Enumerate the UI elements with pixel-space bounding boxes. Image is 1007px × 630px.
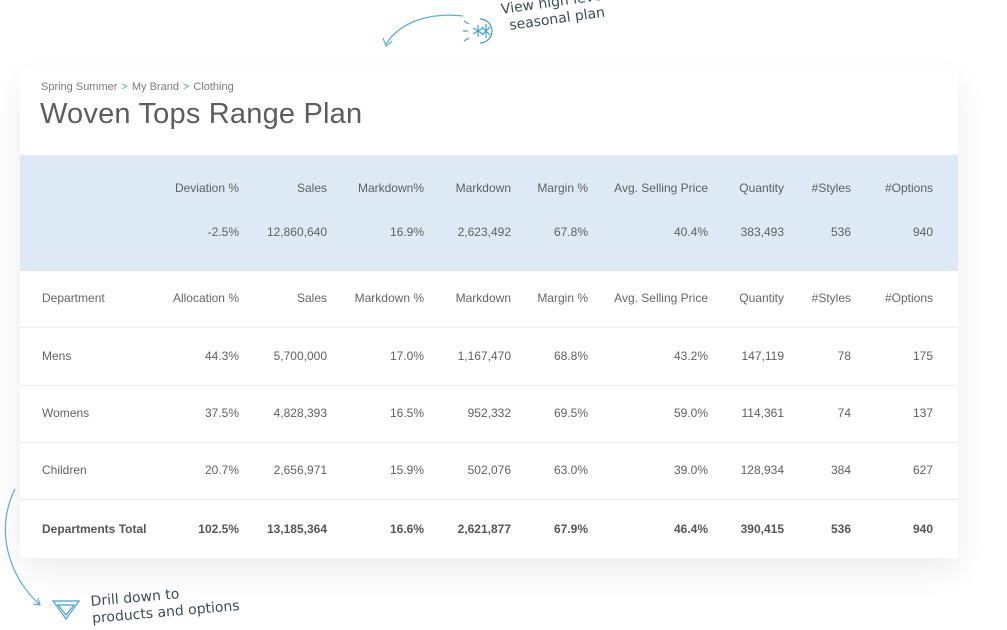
column-header[interactable]: Avg. Selling Price: [614, 291, 708, 305]
table-cell: 175: [912, 349, 933, 363]
breadcrumb-brand[interactable]: My Brand: [131, 81, 179, 93]
annotation-view-plan: View high level seasonal plan: [500, 0, 610, 36]
summary-value: 16.9%: [389, 225, 424, 239]
table-cell: 16.5%: [389, 406, 424, 420]
summary-value: 536: [830, 225, 851, 239]
table-row-womens[interactable]: Womens 37.5% 4,828,393 16.5% 952,332 69.…: [20, 386, 958, 443]
breadcrumb-separator: >: [182, 81, 190, 93]
table-cell: 147,119: [741, 349, 785, 363]
total-cell: 390,415: [740, 522, 784, 536]
drill-down-icon: [51, 600, 81, 621]
summary-value: 2,623,492: [457, 225, 511, 239]
arrow-to-summary-icon: [385, 14, 464, 45]
table-header-row: Department Allocation % Sales Markdown %…: [20, 271, 958, 328]
table-cell: 69.5%: [553, 406, 588, 420]
total-cell: 13,185,364: [266, 522, 327, 536]
summary-header: #Styles: [811, 181, 851, 195]
table-cell: 4,828,393: [273, 406, 327, 420]
column-header[interactable]: Margin %: [537, 291, 588, 305]
table-total-row: Departments Total 102.5% 13,185,364 16.6…: [20, 500, 958, 557]
table-cell: 1,167,470: [457, 349, 511, 363]
table-cell: 43.2%: [673, 349, 708, 363]
summary-header: Avg. Selling Price: [614, 181, 708, 195]
total-cell: 940: [912, 522, 933, 536]
total-cell: 102.5%: [198, 522, 239, 536]
total-cell: 67.9%: [553, 522, 588, 536]
table-cell: 2,656,971: [273, 463, 327, 477]
table-cell: 39.0%: [673, 463, 708, 477]
annotation-drill-down: Drill down to products and options: [90, 581, 240, 628]
table-cell: 114,361: [741, 406, 785, 420]
table-row-children[interactable]: Children 20.7% 2,656,971 15.9% 502,076 6…: [20, 443, 958, 500]
table-cell: 502,076: [467, 463, 511, 477]
column-header[interactable]: Quantity: [739, 291, 784, 305]
table-cell: 128,934: [740, 463, 784, 477]
total-cell: 2,621,877: [457, 522, 511, 536]
breadcrumb-category[interactable]: Clothing: [193, 81, 234, 93]
column-header[interactable]: #Options: [884, 291, 933, 305]
summary-value: 67.8%: [553, 225, 588, 239]
summary-header: Sales: [296, 181, 327, 195]
table-cell: 627: [912, 463, 933, 477]
department-name[interactable]: Mens: [42, 349, 72, 363]
table-cell: 37.5%: [204, 406, 239, 420]
summary-header: Markdown%: [357, 181, 424, 195]
breadcrumb-separator: >: [121, 81, 128, 93]
table-cell: 5,700,000: [273, 349, 327, 363]
table-cell: 68.8%: [553, 349, 588, 363]
summary-header-row: Deviation % Sales Markdown% Markdown Mar…: [20, 181, 958, 201]
summary-value: 383,493: [740, 225, 784, 239]
summary-panel: Deviation % Sales Markdown% Markdown Mar…: [20, 155, 958, 271]
table-cell: 17.0%: [389, 349, 424, 363]
table-cell: 137: [912, 406, 933, 420]
column-header[interactable]: Sales: [296, 291, 327, 305]
total-cell: 16.6%: [389, 522, 424, 536]
summary-header: Markdown: [455, 181, 511, 195]
table-cell: 59.0%: [673, 406, 708, 420]
column-header[interactable]: #Styles: [811, 291, 851, 305]
summary-value-row: -2.5% 12,860,640 16.9% 2,623,492 67.8% 4…: [20, 225, 958, 245]
department-name[interactable]: Children: [42, 463, 87, 477]
total-label: Departments Total: [42, 522, 147, 536]
summary-value: -2.5%: [207, 225, 239, 239]
table-cell: 44.3%: [204, 349, 239, 363]
table-cell: 384: [830, 463, 851, 477]
summary-header: Deviation %: [174, 181, 239, 195]
table-row-mens[interactable]: Mens 44.3% 5,700,000 17.0% 1,167,470 68.…: [20, 329, 958, 386]
total-cell: 536: [830, 522, 851, 536]
column-header[interactable]: Department: [42, 291, 105, 305]
summary-value: 40.4%: [673, 225, 708, 239]
summary-value: 940: [912, 225, 933, 239]
table-cell: 74: [837, 406, 851, 420]
column-header[interactable]: Allocation %: [172, 291, 239, 305]
summary-header: Margin %: [537, 181, 588, 195]
table-cell: 15.9%: [389, 463, 424, 477]
table-cell: 63.0%: [553, 463, 588, 477]
column-header[interactable]: Markdown %: [354, 291, 424, 305]
total-cell: 46.4%: [673, 522, 708, 536]
department-name[interactable]: Womens: [42, 406, 90, 420]
column-header[interactable]: Markdown: [455, 291, 511, 305]
page-title: Woven Tops Range Plan: [40, 98, 363, 130]
breadcrumb-season[interactable]: Spring Summer: [41, 81, 118, 93]
summary-value: 12,860,640: [266, 225, 327, 239]
table-cell: 952,332: [467, 406, 511, 420]
table-cell: 78: [837, 349, 851, 363]
summary-header: Quantity: [739, 181, 784, 195]
snowflake-sun-icon: [463, 18, 493, 44]
summary-header: #Options: [884, 181, 933, 195]
range-plan-card: Spring Summer > My Brand > Clothing Woven To…: [20, 68, 958, 558]
table-cell: 20.7%: [204, 463, 239, 477]
breadcrumb: Spring Summer > My Brand > Clothing: [41, 81, 234, 93]
